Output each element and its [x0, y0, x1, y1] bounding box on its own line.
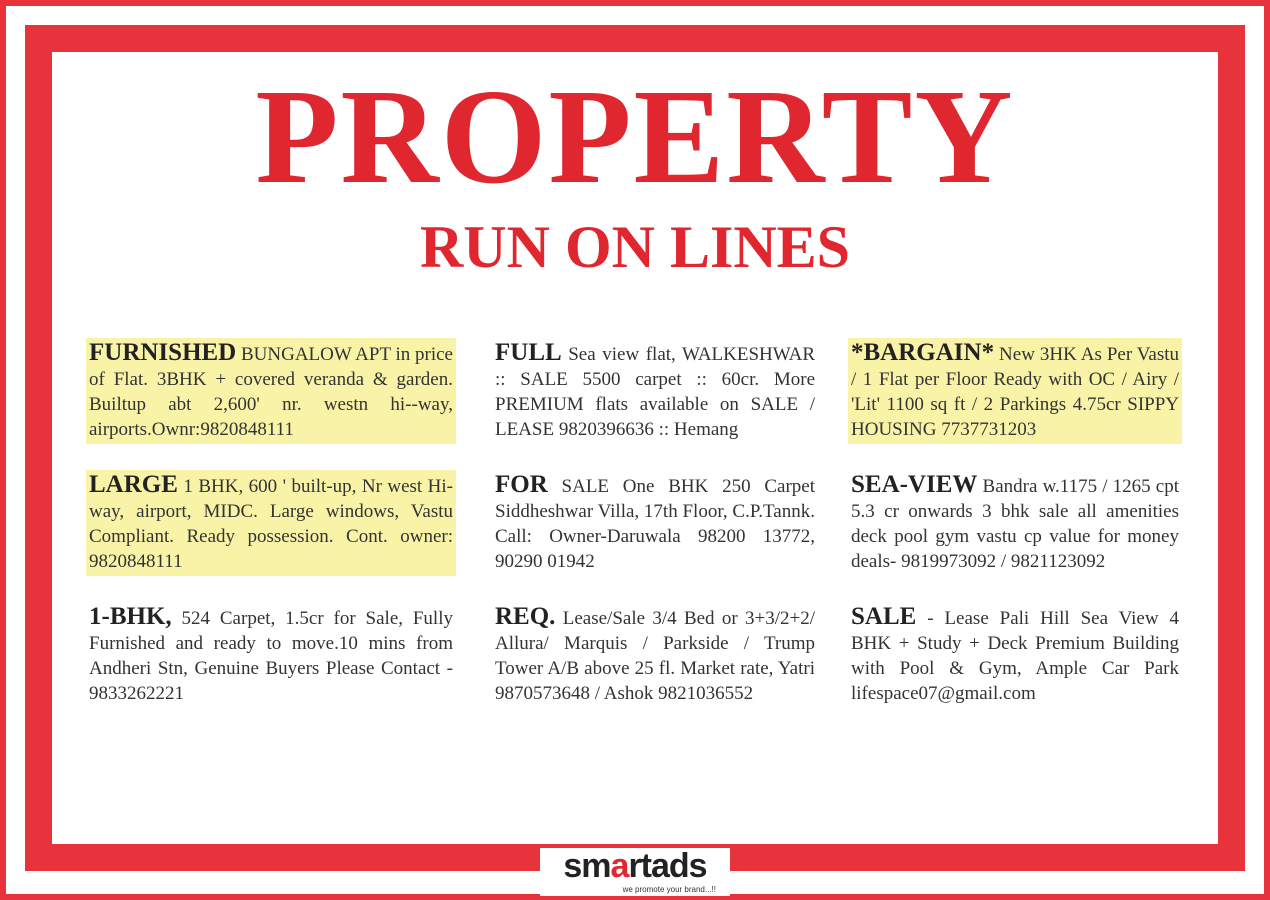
ad-sea-view: SEA-VIEW Bandra w.1175 / 1265 cpt 5.3 cr… [848, 470, 1182, 576]
ad-full: FULL Sea view flat, WALKESHWAR :: SALE 5… [492, 338, 818, 444]
ad-for-sale: FOR SALE One BHK 250 Carpet Siddheshwar … [492, 470, 818, 576]
ad-text: Lease/Sale 3/4 Bed or 3+3/2+2/ Allura/ M… [495, 608, 815, 704]
page-subtitle: RUN ON LINES [419, 214, 851, 280]
ad-text: 524 Carpet, 1.5cr for Sale, Fully Furnis… [89, 608, 453, 704]
ad-keyword: REQ. [495, 603, 556, 630]
logo-wordmark: smartads [563, 847, 707, 885]
ad-keyword: FURNISHED [89, 339, 237, 366]
ad-column-left: FURNISHED BUNGALOW APT in price of Flat.… [86, 338, 456, 708]
ad-text: SALE One BHK 250 Carpet Siddheshwar Vill… [495, 476, 815, 572]
ad-text: - Lease Pali Hill Sea View 4 BHK + Study… [851, 608, 1179, 704]
ad-keyword: FOR [495, 471, 548, 498]
red-frame [25, 25, 1245, 871]
ad-1bhk: 1-BHK, 524 Carpet, 1.5cr for Sale, Fully… [86, 602, 456, 708]
ad-keyword: SEA-VIEW [851, 471, 978, 498]
ad-column-right: *BARGAIN* New 3HK As Per Vastu / 1 Flat … [848, 338, 1182, 708]
smartads-logo: smartads we promote your brand...!! [540, 848, 730, 896]
ad-keyword: SALE [851, 603, 917, 630]
ad-keyword: FULL [495, 339, 562, 366]
ad-text: Bandra w.1175 / 1265 cpt 5.3 cr onwards … [851, 476, 1179, 572]
page-title: PROPERTY [255, 62, 1015, 212]
logo-tagline: we promote your brand...!! [622, 885, 716, 894]
ad-text: Sea view flat, WALKESHWAR :: SALE 5500 c… [495, 344, 815, 440]
ad-keyword: *BARGAIN* [851, 339, 995, 366]
ad-req: REQ. Lease/Sale 3/4 Bed or 3+3/2+2/ Allu… [492, 602, 818, 708]
ad-text: New 3HK As Per Vastu / 1 Flat per Floor … [851, 344, 1179, 440]
ad-bargain: *BARGAIN* New 3HK As Per Vastu / 1 Flat … [848, 338, 1182, 444]
ad-text: 1 BHK, 600 ' built-up, Nr west Hi-way, a… [89, 476, 453, 572]
ad-keyword: 1-BHK, [89, 603, 172, 630]
ad-keyword: LARGE [89, 471, 178, 498]
ad-sale: SALE - Lease Pali Hill Sea View 4 BHK + … [848, 602, 1182, 708]
ad-large: LARGE 1 BHK, 600 ' built-up, Nr west Hi-… [86, 470, 456, 576]
ad-column-middle: FULL Sea view flat, WALKESHWAR :: SALE 5… [492, 338, 818, 708]
ad-furnished: FURNISHED BUNGALOW APT in price of Flat.… [86, 338, 456, 444]
ad-text: BUNGALOW APT in price of Flat. 3BHK + co… [89, 344, 453, 440]
